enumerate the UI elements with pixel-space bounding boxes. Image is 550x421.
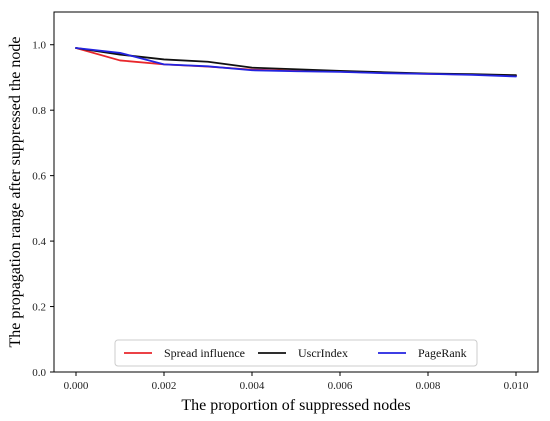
x-tick-label: 0.004 [240, 380, 265, 392]
y-tick-label: 0.0 [32, 367, 46, 379]
plot-area-frame [53, 11, 539, 373]
y-axis-ticks: 0.0 0.2 0.4 0.6 0.8 1.0 [32, 40, 54, 379]
x-axis-ticks: 0.000 0.002 0.004 0.006 0.008 0.010 [64, 372, 529, 392]
x-tick-label: 0.002 [152, 380, 177, 392]
y-tick-label: 1.0 [32, 40, 46, 52]
legend-label: Spread influence [164, 346, 245, 360]
x-tick-label: 0.008 [416, 380, 441, 392]
y-tick-label: 0.2 [32, 302, 46, 314]
y-tick-label: 0.6 [32, 171, 46, 183]
y-axis-title: The propagation range after suppressed t… [7, 37, 24, 348]
x-tick-label: 0.000 [64, 380, 89, 392]
legend-frame [114, 339, 478, 367]
legend-label: PageRank [418, 346, 467, 360]
x-axis-title: The proportion of suppressed nodes [181, 397, 410, 414]
legend-label: UscrIndex [298, 346, 348, 360]
legend: Spread influence UscrIndex PageRank [114, 339, 478, 367]
y-tick-label: 0.8 [32, 105, 46, 117]
series-line-2 [75, 47, 517, 78]
series-lines [75, 47, 517, 78]
x-tick-label: 0.006 [328, 380, 353, 392]
x-tick-label: 0.010 [504, 380, 529, 392]
y-tick-label: 0.4 [32, 236, 46, 248]
